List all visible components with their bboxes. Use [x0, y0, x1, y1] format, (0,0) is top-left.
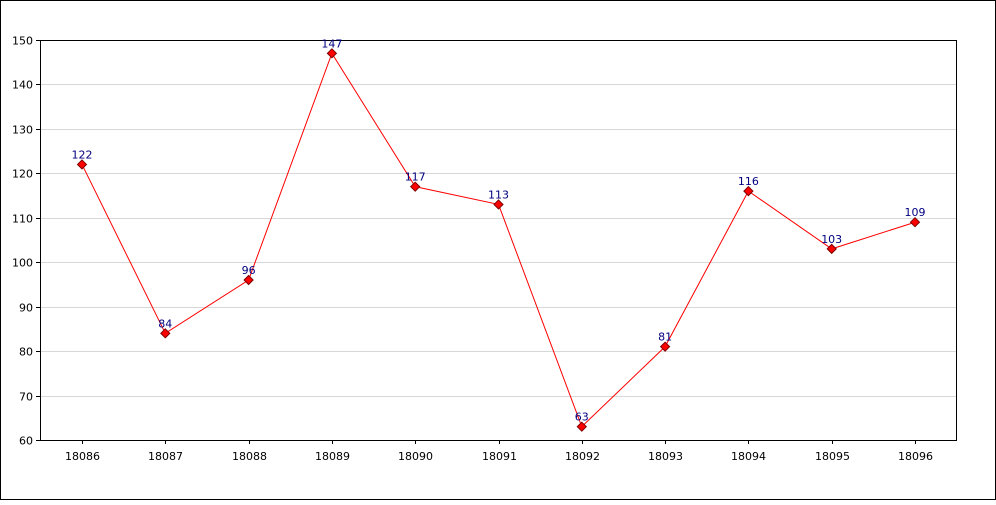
- y-tick-label: 70: [19, 391, 33, 404]
- x-tick-label: 18091: [482, 450, 517, 463]
- data-label: 117: [405, 171, 426, 184]
- y-tick-label: 100: [12, 257, 33, 270]
- data-label: 81: [658, 331, 672, 344]
- data-label: 116: [738, 175, 759, 188]
- y-tick-label: 80: [19, 346, 33, 359]
- data-label: 103: [821, 233, 842, 246]
- x-axis: 18086 18087 18088 18089 18090 18091 18092 18093…: [65, 440, 933, 463]
- y-axis: 60 70 80 90 100 110 120 130 140 150: [12, 35, 40, 448]
- y-tick-label: 90: [19, 302, 33, 315]
- x-tick-label: 18092: [565, 450, 600, 463]
- y-tick-label: 110: [12, 213, 33, 226]
- data-point: [659, 341, 671, 352]
- data-label: 63: [575, 411, 589, 424]
- x-tick-label: 18094: [731, 450, 766, 463]
- x-tick-label: 18093: [648, 450, 683, 463]
- data-point: [493, 199, 504, 210]
- x-tick-label: 18086: [65, 450, 100, 463]
- data-point: [826, 243, 837, 255]
- data-point: [409, 181, 421, 192]
- x-tick-label: 18088: [232, 450, 267, 463]
- data-label: 147: [321, 37, 342, 50]
- series-layer: [76, 48, 921, 432]
- data-point: [76, 159, 88, 170]
- y-tick-label: 140: [12, 79, 33, 92]
- x-tick-label: 18087: [148, 450, 183, 463]
- data-label: 122: [72, 148, 93, 161]
- data-label: 96: [242, 264, 256, 277]
- plot-area-frame: [40, 40, 957, 441]
- data-label: 109: [905, 206, 926, 219]
- data-point: [160, 328, 171, 339]
- y-tick-label: 130: [12, 124, 33, 137]
- grid-lines: [41, 84, 956, 397]
- x-tick-label: 18090: [398, 450, 433, 463]
- x-tick-label: 18089: [315, 450, 350, 463]
- x-tick-label: 18095: [815, 450, 850, 463]
- y-tick-label: 150: [12, 35, 33, 48]
- x-tick-label: 18096: [898, 450, 933, 463]
- data-label: 84: [158, 317, 172, 330]
- data-point: [909, 217, 921, 228]
- data-labels: 122 84 96 147 117 113 63 81 116 103 109: [72, 37, 926, 423]
- data-point: [743, 185, 754, 197]
- data-label: 113: [488, 188, 509, 201]
- data-point: [243, 274, 254, 286]
- y-tick-label: 120: [12, 168, 33, 181]
- y-tick-label: 60: [19, 435, 33, 448]
- data-point: [576, 421, 588, 432]
- data-point: [326, 48, 338, 59]
